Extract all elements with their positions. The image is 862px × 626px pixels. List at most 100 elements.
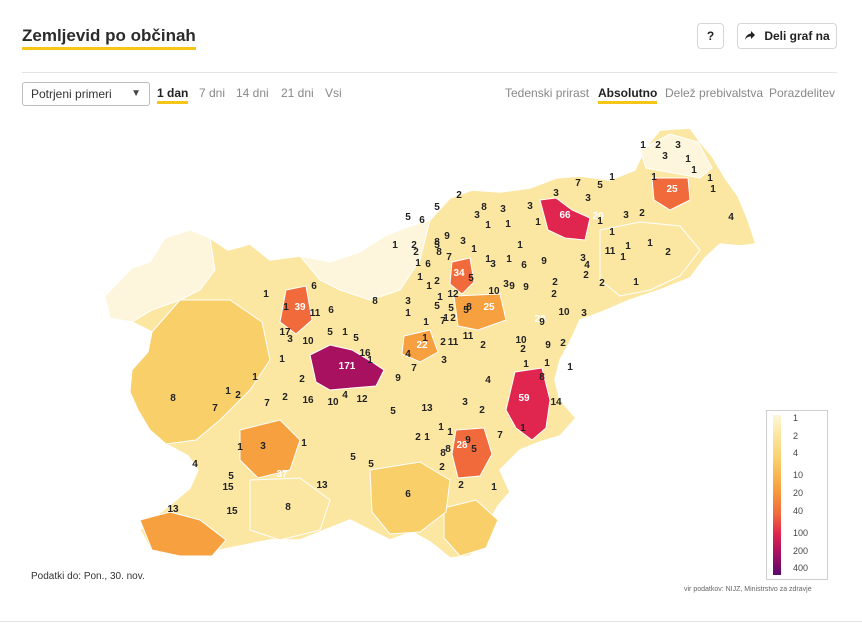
municipality-value-label[interactable]: 4 (584, 260, 590, 271)
municipality-value-label[interactable]: 2 (639, 208, 645, 219)
municipality-value-label[interactable]: 1 (597, 216, 603, 227)
municipality-value-label[interactable]: 2 (415, 432, 421, 443)
municipality-value-label[interactable]: 12 (356, 394, 368, 405)
municipality-value-label[interactable]: 2 (439, 462, 445, 473)
municipality-value-label[interactable]: 4 (405, 349, 411, 360)
municipality-value-label[interactable]: 15 (226, 506, 238, 517)
municipality-value-label[interactable]: 2 (520, 344, 526, 355)
municipality-value-label[interactable]: 1 (535, 217, 541, 228)
municipality-value-label[interactable]: 3 (260, 441, 266, 452)
municipality-value-label[interactable]: 2 (456, 190, 462, 201)
municipality-value-label[interactable]: 7 (440, 316, 446, 327)
municipality-value-label[interactable]: 9 (523, 282, 529, 293)
municipality-value-label[interactable]: 5 (350, 452, 356, 463)
municipality-value-label[interactable]: 1 (438, 422, 444, 433)
municipality-value-label[interactable]: 9 (444, 231, 450, 242)
municipality-value-label[interactable]: 2 (599, 278, 605, 289)
municipality-value-label[interactable]: 6 (425, 259, 431, 270)
municipality-value-label[interactable]: 2 (480, 340, 486, 351)
municipality-value-label[interactable]: 1 (491, 482, 497, 493)
municipality-value-label[interactable]: 8 (445, 444, 451, 455)
municipality-value-label[interactable]: 3 (623, 210, 629, 221)
municipality-value-label[interactable]: 8 (372, 296, 378, 307)
share-button[interactable]: Deli graf na (737, 23, 837, 49)
municipality-value-label[interactable]: 2 (235, 390, 241, 401)
municipality-value-label[interactable]: 22 (416, 340, 428, 351)
municipality-value-label[interactable]: 1 (520, 423, 526, 434)
municipality-value-label[interactable]: 5 (353, 333, 359, 344)
municipality-value-label[interactable]: 1 (707, 173, 713, 184)
municipality-value-label[interactable]: 1 (640, 140, 646, 151)
municipality-value-label[interactable]: 3 (500, 204, 506, 215)
municipality-value-label[interactable]: 1 (651, 172, 657, 183)
municipality-value-label[interactable]: 3 (581, 308, 587, 319)
municipality-value-label[interactable]: 6 (311, 281, 317, 292)
municipality-value-label[interactable]: 1 (506, 254, 512, 265)
municipality-value-label[interactable]: 1 (422, 333, 428, 344)
municipality-value-label[interactable]: 5 (471, 444, 477, 455)
municipality-value-label[interactable]: 5 (468, 273, 474, 284)
municipality-value-label[interactable]: 11 (448, 337, 459, 348)
tab-period-14-dni[interactable]: 14 dni (236, 86, 269, 100)
municipality-value-label[interactable]: 1 (685, 154, 691, 165)
tab-mode-delez-prebivalstva[interactable]: Delež prebivalstva (665, 86, 764, 100)
municipality-value-label[interactable]: 16 (302, 395, 314, 406)
municipality-value-label[interactable]: 59 (518, 393, 530, 404)
municipality-value-label[interactable]: 2 (665, 247, 671, 258)
municipality-value-label[interactable]: 5 (390, 406, 396, 417)
municipality-value-label[interactable]: 1 (710, 184, 716, 195)
municipality-value-label[interactable]: 11 (310, 308, 321, 319)
municipality-value-label[interactable]: 1 (523, 359, 529, 370)
municipality-value-label[interactable]: 2 (282, 392, 288, 403)
municipality-value-label[interactable]: 1 (609, 227, 615, 238)
municipality-value-label[interactable]: 14 (550, 397, 562, 408)
municipality-value-label[interactable]: 16 (359, 348, 371, 359)
municipality-value-label[interactable]: 5 (448, 303, 454, 314)
municipality-value-label[interactable]: 7 (497, 430, 503, 441)
municipality-value-label[interactable]: 1 (620, 252, 626, 263)
municipality-value-label[interactable]: 13 (421, 403, 433, 414)
municipality-value-label[interactable]: 1 (252, 372, 258, 383)
municipality-value-label[interactable]: 9 (509, 281, 515, 292)
municipality-value-label[interactable]: 3 (441, 355, 447, 366)
municipality-value-label[interactable]: 5 (434, 202, 440, 213)
municipality-value-label[interactable]: 1 (647, 238, 653, 249)
municipality-value-label[interactable]: 8 (436, 247, 442, 258)
municipality-value-label[interactable]: 25 (666, 184, 678, 195)
municipality-value-label[interactable]: 4 (192, 459, 198, 470)
municipality-value-label[interactable]: 9 (465, 435, 471, 446)
municipality-value-label[interactable]: 1 (437, 292, 443, 303)
municipality-value-label[interactable]: 3 (585, 193, 591, 204)
municipality-value-label[interactable]: 10 (515, 335, 527, 346)
tab-period-7-dni[interactable]: 7 dni (199, 86, 226, 100)
municipality-value-label[interactable]: 1 (447, 427, 453, 438)
municipality-value-label[interactable]: 1 (485, 220, 491, 231)
municipality-value-label[interactable]: 9 (545, 340, 551, 351)
municipality-value-label[interactable]: 5 (597, 180, 603, 191)
tab-period-1-dan[interactable]: 1 dan (157, 86, 189, 104)
municipality-value-label[interactable]: 3 (662, 151, 668, 162)
municipality-value-label[interactable]: 11 (605, 246, 616, 257)
municipality-value-label[interactable]: 1 (417, 272, 423, 283)
municipality-value-label[interactable]: 1 (367, 355, 373, 366)
municipality-value-label[interactable]: 1 (424, 432, 430, 443)
municipality-value-label[interactable]: 28 (534, 314, 546, 325)
municipality-value-label[interactable]: 5 (463, 305, 469, 316)
municipality-value-label[interactable]: 171 (339, 361, 356, 372)
municipality-value-label[interactable]: 3 (405, 296, 411, 307)
municipality-value-label[interactable]: 3 (580, 253, 586, 264)
municipality-value-label[interactable]: 1 (544, 358, 550, 369)
municipality-value-label[interactable]: 2 (299, 374, 305, 385)
municipality-value-label[interactable]: 1 (485, 254, 491, 265)
municipality-value-label[interactable]: 3 (474, 210, 480, 221)
municipality-value-label[interactable]: 8 (481, 202, 487, 213)
municipality-value-label[interactable]: 1 (342, 327, 348, 338)
municipality-value-label[interactable]: 1 (225, 386, 231, 397)
municipality-value-label[interactable]: 1 (415, 258, 421, 269)
municipality-value-label[interactable]: 17 (279, 327, 291, 338)
municipality-value-label[interactable]: 1 (443, 313, 449, 324)
municipality-value-label[interactable]: 3 (553, 188, 559, 199)
tab-mode-tedenski-prirast[interactable]: Tedenski prirast (505, 86, 590, 100)
municipality-value-label[interactable]: 1 (279, 354, 285, 365)
municipality-value-label[interactable]: 2 (551, 289, 557, 300)
